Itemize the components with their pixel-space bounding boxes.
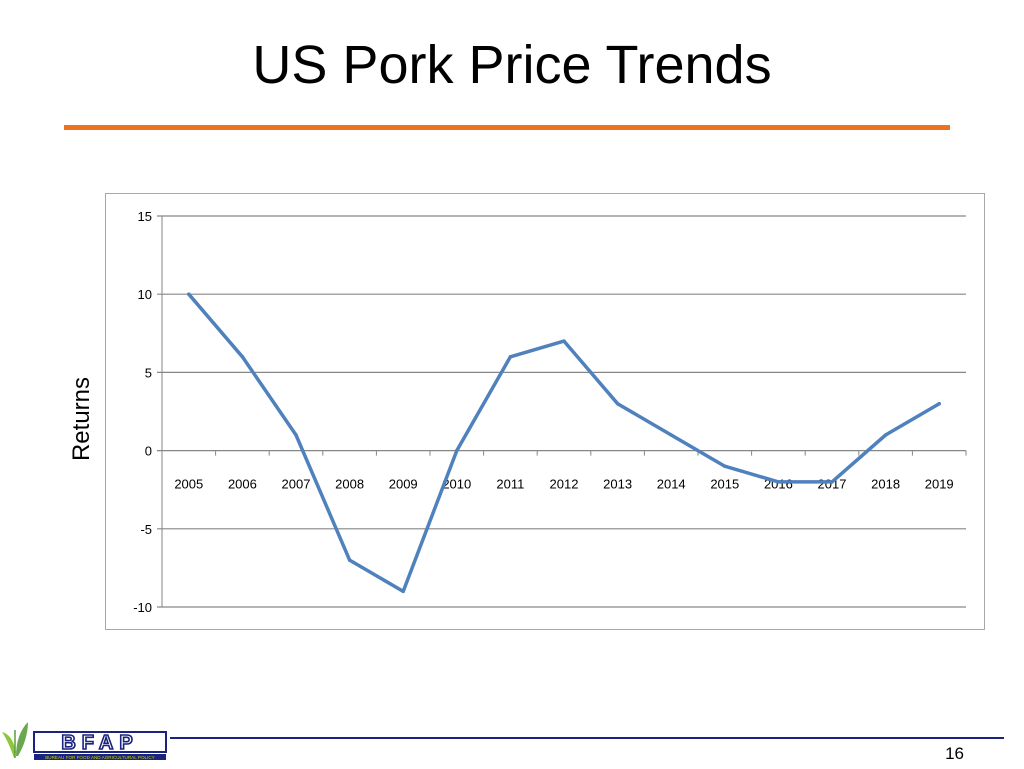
data-point — [240, 355, 245, 359]
data-point — [508, 355, 513, 359]
x-tick-label: 2010 — [442, 477, 471, 492]
y-tick-label: -5 — [140, 522, 152, 537]
svg-text:BUREAU FOR FOOD AND AGRICULTUR: BUREAU FOR FOOD AND AGRICULTURAL POLICY — [45, 755, 155, 760]
slide-title: US Pork Price Trends — [252, 35, 772, 95]
data-point — [937, 401, 941, 406]
series-line — [187, 292, 941, 594]
leaf-icon: BFAP BUREAU FOR FOOD AND AGRICULTURAL PO… — [2, 722, 167, 760]
bfap-logo: BFAP BUREAU FOR FOOD AND AGRICULTURAL PO… — [0, 708, 175, 764]
x-tick-label: 2012 — [550, 477, 579, 492]
data-point — [830, 480, 834, 484]
y-tick-label: 5 — [145, 365, 152, 380]
x-tick-label: 2005 — [174, 477, 203, 492]
svg-text:BFAP: BFAP — [61, 732, 138, 754]
x-tick-label: 2011 — [496, 477, 524, 492]
data-point — [401, 589, 405, 594]
y-tick-label: -10 — [133, 600, 152, 615]
x-tick-label: 2019 — [925, 477, 954, 492]
data-point — [347, 558, 352, 562]
y-tick-label: 0 — [145, 444, 152, 459]
x-tick-label: 2017 — [818, 477, 847, 492]
data-point — [187, 292, 191, 296]
footer-rule — [170, 737, 1004, 739]
x-tick-label: 2018 — [871, 477, 900, 492]
x-tick-label: 2013 — [603, 477, 632, 492]
page-number: 16 — [945, 744, 964, 763]
x-tick-label: 2015 — [710, 477, 739, 492]
chart-frame: 15 10 5 0 -5 -10 2005 2006 2007 2008 2009 2010 2011 2… — [105, 193, 985, 630]
data-point — [615, 401, 620, 406]
data-point — [883, 433, 888, 437]
title-rule — [64, 125, 950, 130]
x-tick-label: 2006 — [228, 477, 257, 492]
x-tick-label: 2007 — [282, 477, 311, 492]
line-chart: 15 10 5 0 -5 -10 2005 2006 2007 2008 2009 2010 2011 2… — [133, 209, 967, 615]
data-point — [294, 433, 298, 437]
x-tick-label: 2009 — [389, 477, 418, 492]
x-tick-label: 2014 — [657, 477, 686, 492]
y-tick-label: 15 — [138, 209, 152, 224]
data-point — [776, 480, 781, 484]
y-tick-label: 10 — [138, 287, 152, 302]
y-axis-title: Returns — [68, 376, 95, 462]
data-point — [723, 464, 727, 468]
data-point — [455, 448, 459, 453]
data-point — [669, 433, 673, 437]
data-point — [562, 339, 566, 343]
x-tick-label: 2008 — [335, 477, 364, 492]
